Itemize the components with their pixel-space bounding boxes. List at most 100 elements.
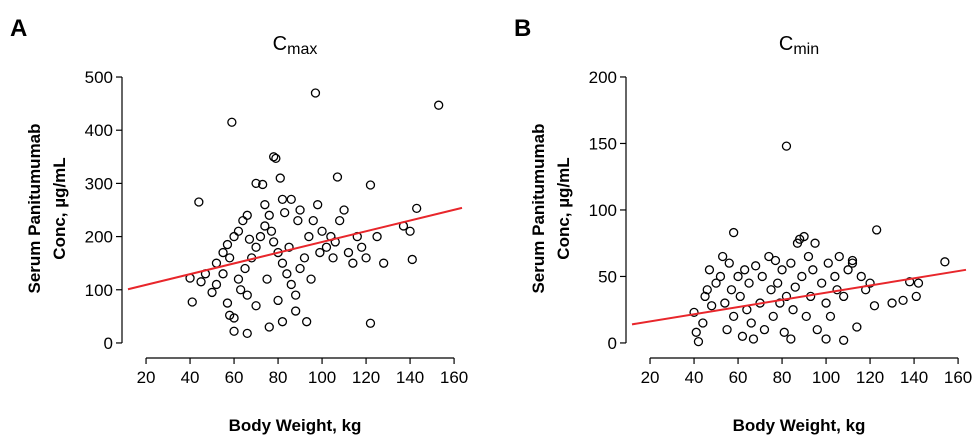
data-point	[229, 231, 239, 242]
data-point	[271, 153, 281, 164]
data-point	[726, 285, 737, 295]
data-point	[779, 327, 789, 337]
data-point	[852, 322, 862, 332]
data-point	[306, 274, 316, 284]
data-point	[872, 225, 882, 235]
data-point	[321, 242, 332, 252]
x-tick-label: 20	[137, 368, 156, 387]
data-point	[266, 226, 277, 236]
data-point	[810, 238, 820, 248]
y-axis-label: Conc, µg/mL	[554, 157, 573, 259]
panel-label: B	[514, 15, 531, 42]
title-main: C	[273, 33, 287, 55]
data-point	[225, 253, 235, 263]
data-point	[735, 291, 745, 302]
data-point	[242, 210, 252, 220]
data-point	[770, 255, 781, 266]
data-point	[821, 334, 831, 344]
title-subscript: max	[287, 41, 317, 58]
x-tick-label: 80	[773, 368, 792, 387]
x-tick-label: 80	[269, 368, 288, 387]
data-point	[773, 278, 783, 288]
data-point	[328, 253, 338, 263]
data-point	[240, 263, 250, 274]
data-point	[275, 173, 285, 183]
data-point	[269, 237, 279, 247]
data-point	[729, 311, 739, 322]
y-tick-label: 300	[85, 174, 113, 193]
data-point	[689, 307, 699, 318]
data-point	[830, 271, 840, 282]
data-point	[291, 306, 301, 316]
data-point	[733, 271, 743, 282]
y-tick-label: 150	[589, 134, 617, 153]
data-point	[803, 251, 814, 262]
data-point	[823, 258, 833, 268]
data-point	[251, 301, 261, 311]
data-point	[729, 227, 739, 238]
data-point	[293, 215, 303, 226]
y-axis-label: Conc, µg/mL	[50, 157, 69, 259]
x-tick-label: 120	[856, 368, 884, 387]
data-point	[786, 258, 796, 268]
y-tick-label: 200	[85, 228, 113, 247]
data-point	[698, 318, 708, 328]
data-point	[905, 277, 915, 287]
data-point	[808, 265, 818, 275]
data-point	[335, 215, 345, 226]
y-tick-label: 100	[85, 281, 113, 300]
data-point	[236, 285, 246, 295]
data-point	[277, 194, 288, 205]
data-point	[847, 258, 858, 268]
x-tick-label: 40	[685, 368, 704, 387]
data-point	[264, 210, 274, 220]
data-point	[295, 263, 305, 274]
y-axis-label: Serum Panitumumab	[529, 123, 548, 293]
data-point	[372, 231, 382, 242]
data-point	[282, 269, 292, 279]
data-point	[911, 291, 921, 302]
data-point	[222, 239, 233, 250]
data-point	[304, 231, 314, 242]
x-axis-label: Body Weight, kg	[733, 416, 866, 435]
data-point	[291, 290, 301, 300]
data-point	[339, 205, 349, 215]
data-point	[740, 265, 750, 275]
x-tick-label: 140	[900, 368, 928, 387]
y-tick-label: 0	[608, 334, 617, 353]
data-point	[704, 265, 715, 275]
x-tick-label: 160	[944, 368, 972, 387]
data-point	[744, 278, 754, 288]
y-tick-label: 400	[85, 121, 113, 140]
data-point	[913, 278, 924, 288]
data-point	[379, 258, 389, 268]
data-point	[260, 200, 270, 210]
data-point	[706, 301, 717, 311]
data-point	[722, 325, 732, 335]
data-point	[284, 242, 294, 252]
data-point	[825, 311, 836, 322]
data-point	[211, 258, 222, 268]
data-point	[264, 322, 274, 332]
title-subscript: min	[793, 41, 819, 58]
data-point	[242, 290, 252, 300]
x-tick-label: 160	[440, 368, 468, 387]
data-point	[766, 285, 776, 295]
fit-line	[631, 268, 967, 326]
data-point	[277, 258, 288, 268]
data-point	[262, 274, 272, 284]
x-tick-label: 100	[812, 368, 840, 387]
data-point	[865, 278, 875, 288]
data-point	[244, 234, 255, 244]
data-point	[751, 261, 761, 271]
data-point	[211, 279, 222, 290]
y-tick-label: 500	[85, 68, 113, 87]
data-point	[702, 285, 712, 295]
y-axis-label: Serum Panitumumab	[25, 123, 44, 293]
data-point	[724, 258, 734, 268]
data-point	[313, 200, 323, 210]
data-point	[299, 253, 310, 263]
data-point	[251, 242, 261, 252]
data-point	[817, 278, 827, 288]
data-point	[812, 325, 822, 335]
